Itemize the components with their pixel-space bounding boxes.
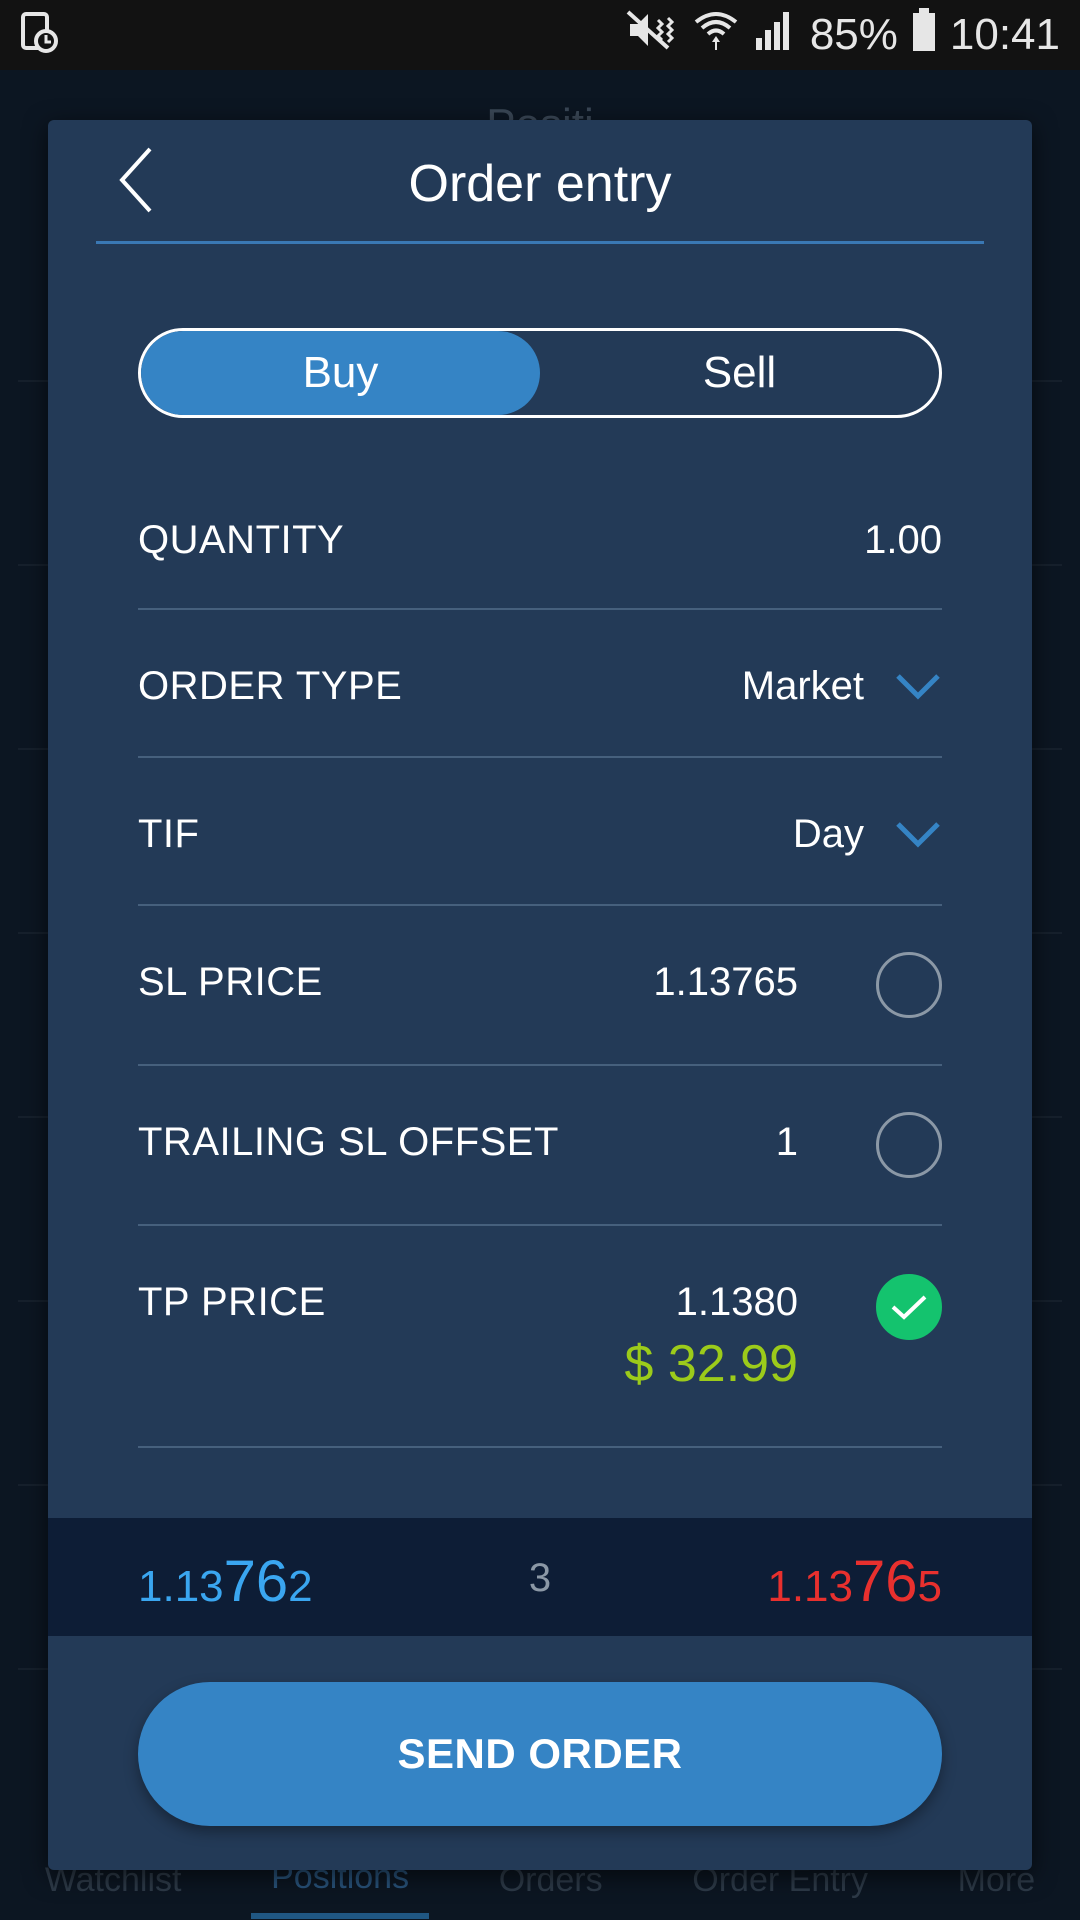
battery-percent: 85% xyxy=(809,10,898,59)
sl-price-label: SL PRICE xyxy=(138,960,323,1004)
sl-price-value[interactable]: 1.13765 xyxy=(653,960,798,1004)
tif-row[interactable]: TIF Day xyxy=(138,758,942,906)
bid-price[interactable]: 1.13762 xyxy=(138,1548,313,1615)
chevron-down-icon[interactable] xyxy=(894,818,942,850)
dialog-title: Order entry xyxy=(408,155,672,213)
tp-price-row: TP PRICE 1.1380 $ 32.99 xyxy=(138,1226,942,1448)
bid-price-prefix: 1.13 xyxy=(138,1562,224,1611)
ask-price-prefix: 1.13 xyxy=(767,1562,853,1611)
tp-price-label: TP PRICE xyxy=(138,1280,326,1324)
spread-value: 3 xyxy=(528,1556,552,1600)
order-type-label: ORDER TYPE xyxy=(138,664,403,708)
tif-value[interactable]: Day xyxy=(792,812,864,856)
back-button[interactable] xyxy=(96,138,176,222)
ask-price-suffix: 5 xyxy=(917,1562,942,1611)
wifi-icon xyxy=(694,8,738,63)
trailing-sl-value[interactable]: 1 xyxy=(775,1120,798,1164)
tif-label: TIF xyxy=(138,812,200,856)
trailing-sl-row: TRAILING SL OFFSET 1 xyxy=(138,1066,942,1226)
order-type-value[interactable]: Market xyxy=(741,664,864,708)
tp-price-value[interactable]: 1.1380 xyxy=(675,1280,798,1324)
status-bar: 85% 10:41 xyxy=(0,0,1080,70)
sell-option[interactable]: Sell xyxy=(702,348,777,397)
sl-price-row: SL PRICE 1.13765 xyxy=(138,906,942,1066)
order-type-row[interactable]: ORDER TYPE Market xyxy=(138,610,942,758)
trailing-sl-checkbox[interactable] xyxy=(876,1112,942,1178)
send-order-button[interactable]: SEND ORDER xyxy=(138,1682,942,1826)
bid-price-suffix: 2 xyxy=(288,1562,313,1611)
order-entry-dialog: Order entry Buy Sell QUANTITY 1.00 ORDER… xyxy=(48,120,1032,1870)
signal-icon xyxy=(752,8,796,63)
tp-profit-value: $ 32.99 xyxy=(624,1335,799,1393)
ask-price[interactable]: 1.13765 xyxy=(767,1548,942,1615)
bid-price-big: 76 xyxy=(223,1549,289,1614)
screen-timer-icon xyxy=(20,11,60,60)
clock: 10:41 xyxy=(949,10,1060,59)
tp-price-checkbox[interactable] xyxy=(876,1274,942,1340)
check-icon xyxy=(891,1295,927,1320)
quantity-row[interactable]: QUANTITY 1.00 xyxy=(138,488,942,610)
quantity-label: QUANTITY xyxy=(138,518,345,562)
sl-price-checkbox[interactable] xyxy=(876,952,942,1018)
buy-option[interactable]: Buy xyxy=(141,331,540,415)
battery-icon xyxy=(912,7,936,63)
mute-icon xyxy=(624,8,680,63)
buy-sell-toggle: Buy Sell xyxy=(138,328,942,418)
ask-price-big: 76 xyxy=(853,1549,918,1614)
chevron-down-icon[interactable] xyxy=(894,670,942,702)
quantity-value[interactable]: 1.00 xyxy=(864,518,942,562)
chevron-left-icon xyxy=(119,147,152,213)
trailing-sl-label: TRAILING SL OFFSET xyxy=(138,1120,559,1164)
price-bar: 1.13762 3 1.13765 xyxy=(48,1518,1032,1636)
dialog-header: Order entry xyxy=(96,120,984,244)
